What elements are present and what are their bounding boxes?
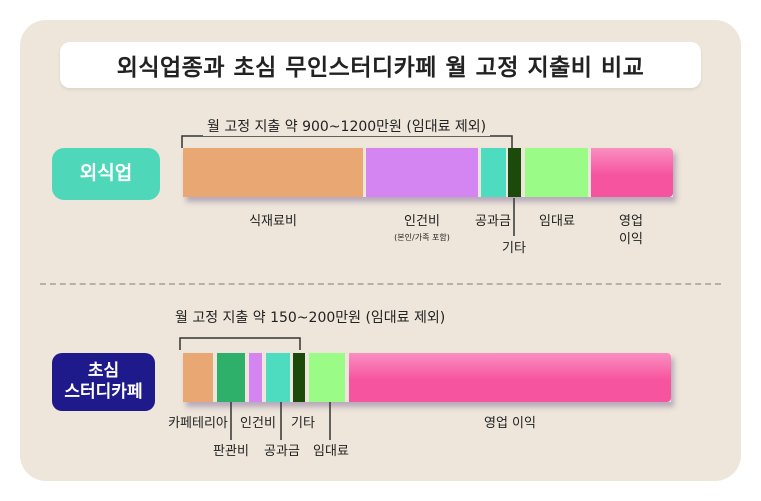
label-rent: 임대료 — [539, 214, 575, 229]
studycafe-label: 초심 스터디카페 — [52, 353, 155, 411]
label-rent: 임대료 — [313, 444, 349, 459]
restaurant-bracket — [181, 135, 513, 148]
segment-rent — [309, 353, 345, 402]
label-labor-sub: (본인/가족 포함) — [394, 233, 450, 242]
label-profit: 영업 이익 — [484, 416, 536, 431]
diagram-title: 외식업종과 초심 무인스터디카페 월 고정 지출비 비교 — [60, 42, 701, 88]
label-other: 기타 — [291, 416, 315, 431]
label-utilities: 공과금 — [475, 214, 511, 229]
label-labor: 인건비 — [240, 416, 276, 431]
studycafe-label-line1: 초심 — [87, 360, 120, 381]
segment-other — [293, 353, 305, 402]
label-profit: 영업 이익 — [619, 214, 643, 247]
diagram-panel: 외식업종과 초심 무인스터디카페 월 고정 지출비 비교 외식업 월 고정 지출… — [20, 20, 741, 481]
segment-admin — [217, 353, 245, 402]
segment-utilities — [266, 353, 290, 402]
restaurant-label: 외식업 — [52, 148, 160, 200]
studycafe-leader-lines — [230, 402, 331, 440]
divider — [40, 283, 721, 285]
segment-ingredients — [183, 148, 363, 197]
studycafe-label-line2: 스터디카페 — [64, 382, 143, 402]
segment-labor — [366, 148, 478, 197]
segment-utilities — [481, 148, 506, 197]
restaurant-bracket-note: 월 고정 지출 약 900~1200만원 (임대료 제외) — [203, 116, 491, 136]
label-cafeteria: 카페테리아 — [168, 416, 228, 431]
studycafe-bracket — [179, 337, 301, 350]
studycafe-bracket-note: 월 고정 지출 약 150~200만원 (임대료 제외) — [175, 310, 446, 326]
segment-profit — [591, 148, 673, 197]
segment-other — [508, 148, 521, 197]
restaurant-bar — [183, 148, 673, 197]
label-ingredients: 식재료비 — [249, 214, 297, 229]
label-utilities: 공과금 — [264, 444, 300, 459]
studycafe-bar — [183, 353, 671, 402]
segment-cafeteria — [183, 353, 213, 402]
segment-rent — [525, 148, 588, 197]
label-admin: 판관비 — [213, 444, 249, 459]
other-leader-line — [513, 198, 515, 236]
label-labor: 인건비 — [404, 214, 440, 229]
label-other: 기타 — [502, 241, 526, 256]
segment-labor — [249, 353, 262, 402]
segment-profit — [349, 353, 671, 402]
